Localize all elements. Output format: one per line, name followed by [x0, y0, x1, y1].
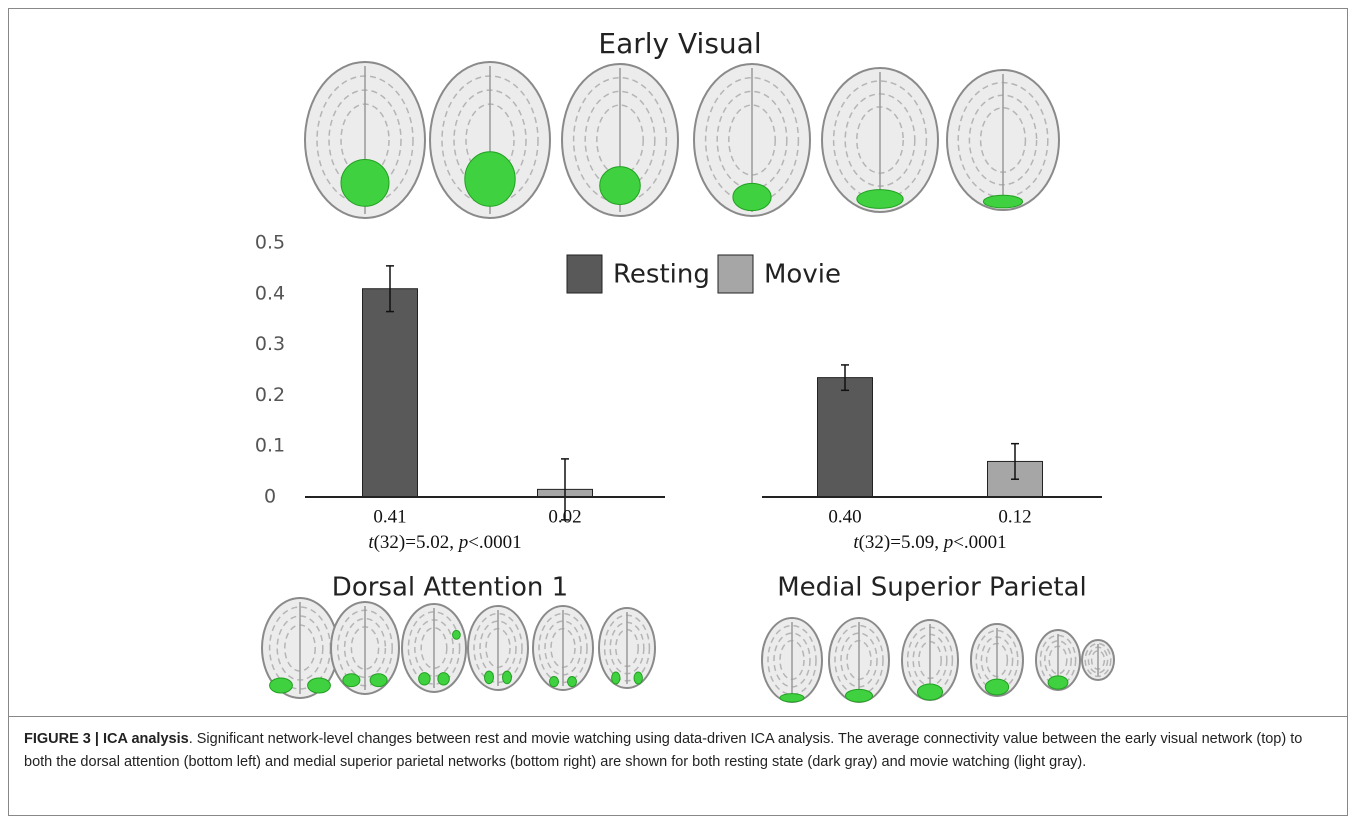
bar-annotation: 0.41 — [373, 506, 406, 527]
activation — [1047, 675, 1069, 690]
stat-part: p — [942, 532, 954, 553]
brain-fold — [834, 624, 884, 696]
legend-label: Movie — [764, 260, 841, 290]
brain-fold — [473, 612, 523, 684]
activation — [452, 629, 461, 640]
bar-annotation: 0.40 — [828, 506, 861, 527]
brain-slices — [261, 61, 1115, 703]
activation — [437, 672, 450, 686]
brain-fold — [420, 627, 448, 669]
activation — [633, 671, 643, 685]
activation — [369, 673, 388, 688]
activation — [342, 673, 361, 688]
y-tick-label: 0.5 — [255, 232, 285, 254]
activation — [269, 677, 293, 694]
activation — [779, 693, 805, 703]
error-bar — [1011, 442, 1019, 480]
brain-fold — [596, 104, 644, 176]
brain-fold — [538, 612, 588, 684]
caption-label: FIGURE 3 | ICA analysis — [24, 731, 189, 747]
activation — [567, 676, 577, 688]
caption-text: . Significant network-level changes betw… — [24, 731, 1303, 770]
y-tick-label: 0.3 — [255, 333, 285, 355]
brain-fold — [728, 104, 776, 176]
activation — [464, 151, 516, 207]
y-tick-label: 0.4 — [255, 282, 285, 304]
stat-part: p — [457, 532, 469, 553]
bar-annotation: 0.02 — [548, 506, 581, 527]
activation — [984, 678, 1010, 696]
stat-part: (32)=5.09, — [859, 532, 944, 553]
stat-part: t — [853, 532, 859, 553]
activation — [484, 670, 494, 685]
activation — [856, 189, 904, 209]
y-tick-label: 0 — [264, 486, 276, 508]
activation — [549, 676, 559, 688]
network-title: Medial Superior Parietal — [777, 573, 1087, 603]
caption: FIGURE 3 | ICA analysis. Significant net… — [24, 728, 1334, 773]
activation — [611, 671, 621, 685]
stat-part: <.0001 — [468, 532, 521, 553]
brain-fold — [1084, 642, 1112, 678]
activation — [307, 677, 331, 694]
activation — [982, 194, 1024, 209]
legend-swatch — [566, 254, 603, 294]
brain-fold — [767, 624, 817, 696]
legend-label: Resting — [613, 260, 710, 290]
error-bar — [386, 265, 394, 313]
y-tick-label: 0.2 — [255, 384, 285, 406]
network-title: Dorsal Attention 1 — [332, 573, 568, 603]
network-title: Early Visual — [598, 27, 761, 60]
activation — [502, 670, 512, 685]
bar-annotation: 0.12 — [998, 506, 1031, 527]
stat-part: t — [368, 532, 374, 553]
error-bar — [561, 458, 569, 521]
frame — [8, 8, 1348, 816]
brain-fold — [343, 617, 387, 679]
stat-annotation: t(32)=5.02, p<.0001 — [368, 532, 521, 553]
legend-swatch — [717, 254, 754, 294]
activation — [340, 159, 390, 207]
brain-fold — [975, 629, 1019, 691]
stat-part: <.0001 — [953, 532, 1006, 553]
error-bar — [841, 364, 849, 392]
y-tick-label: 0.1 — [255, 435, 285, 457]
bar — [362, 288, 418, 498]
activation — [418, 672, 431, 686]
activation — [916, 683, 944, 701]
stat-annotation: t(32)=5.09, p<.0001 — [853, 532, 1006, 553]
activation — [845, 688, 873, 703]
stat-part: (32)=5.02, — [374, 532, 459, 553]
activation — [599, 166, 641, 206]
bar — [817, 377, 873, 498]
activation — [732, 182, 772, 212]
